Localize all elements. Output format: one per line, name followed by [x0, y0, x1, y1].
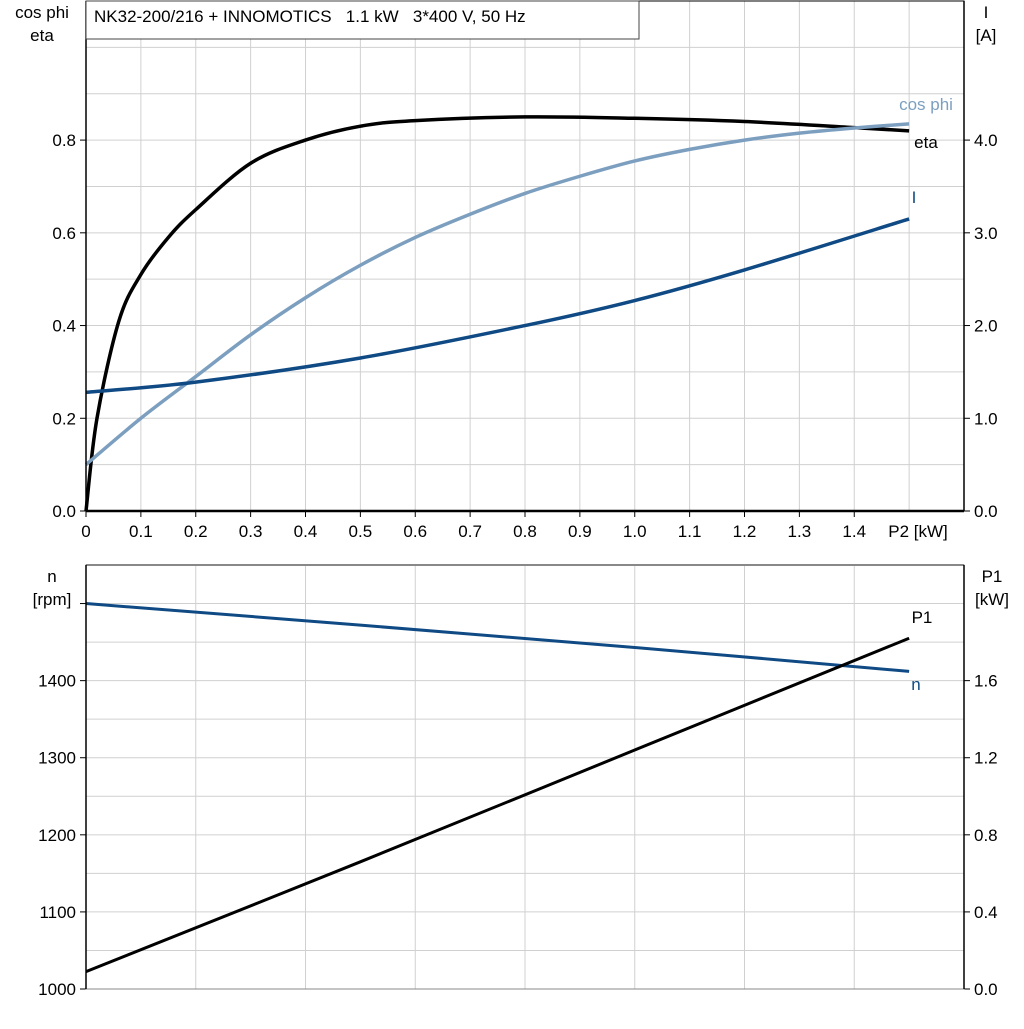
series-line-I — [85, 217, 910, 395]
series-line-cos-phi — [84, 122, 910, 466]
x-axis-label: P2 [kW] — [888, 522, 948, 541]
y-left-tick-label: 0.4 — [52, 317, 76, 336]
y-right-tick-label: 0.0 — [974, 980, 998, 999]
bottom-left-axis-label-1: n — [47, 567, 56, 586]
y-right-tick-label: 2.0 — [974, 317, 998, 336]
x-tick-label: 0.9 — [568, 522, 592, 541]
top-right-axis-label-1: I — [984, 3, 989, 22]
bottom-left-axis-label-2: [rpm] — [33, 590, 72, 609]
y-right-tick-label: 1.2 — [974, 749, 998, 768]
y-left-tick-label: 1400 — [38, 672, 76, 691]
series-line-eta — [84, 115, 910, 512]
x-tick-label: 1.3 — [788, 522, 812, 541]
x-tick-label: 0.7 — [458, 522, 482, 541]
y-left-tick-label: 1300 — [38, 749, 76, 768]
series-lines — [84, 115, 910, 974]
ticks: 0 0.1 0.2 0.3 0.4 0.5 0.6 0.7 0.8 0.9 1.0 1.1 1.2 1.3… — [38, 131, 997, 999]
series-label-P1: P1 — [912, 608, 933, 627]
title-box — [85, 0, 640, 40]
x-tick-label: 1.1 — [678, 522, 702, 541]
y-left-tick-label: 0.6 — [52, 224, 76, 243]
x-tick-label: 0.8 — [513, 522, 537, 541]
series-line-n — [85, 602, 910, 673]
x-tick-label: 0 — [81, 522, 90, 541]
top-right-axis-label-2: [A] — [976, 26, 997, 45]
y-right-tick-label: 0.0 — [974, 502, 998, 521]
series-line-P1 — [85, 636, 910, 974]
x-tick-label: 0.6 — [403, 522, 427, 541]
y-right-tick-label: 1.0 — [974, 409, 998, 428]
x-tick-label: 0.5 — [349, 522, 373, 541]
y-right-tick-label: 3.0 — [974, 224, 998, 243]
y-left-tick-label: 0.8 — [52, 131, 76, 150]
x-tick-label: 0.1 — [129, 522, 153, 541]
y-right-tick-label: 0.8 — [974, 826, 998, 845]
x-tick-label: 0.3 — [239, 522, 263, 541]
y-right-tick-label: 1.6 — [974, 672, 998, 691]
y-right-tick-label: 4.0 — [974, 131, 998, 150]
y-left-tick-label: 0.0 — [52, 502, 76, 521]
x-tick-label: 0.2 — [184, 522, 208, 541]
x-tick-label: 1.0 — [623, 522, 647, 541]
x-tick-label: 1.2 — [733, 522, 757, 541]
y-left-tick-label: 1000 — [38, 980, 76, 999]
y-left-tick-label: 1100 — [39, 903, 76, 922]
series-label-eta: eta — [914, 133, 938, 152]
series-label-cosphi: cos phi — [899, 95, 953, 114]
series-label-I: I — [912, 188, 917, 207]
top-left-axis-label-2: eta — [30, 26, 54, 45]
x-tick-label: 0.4 — [294, 522, 318, 541]
series-label-n: n — [911, 675, 920, 694]
bottom-right-axis-label-2: [kW] — [975, 590, 1009, 609]
y-left-tick-label: 1200 — [38, 826, 76, 845]
y-right-tick-label: 0.4 — [974, 903, 998, 922]
chart-title: NK32-200/216 + INNOMOTICS 1.1 kW 3*400 V… — [94, 7, 526, 26]
top-left-axis-label-1: cos phi — [15, 3, 69, 22]
x-tick-label: 1.4 — [842, 522, 866, 541]
top-grid — [86, 1, 964, 511]
bottom-grid — [86, 565, 964, 989]
bottom-right-axis-label-1: P1 — [982, 567, 1003, 586]
y-left-tick-label: 0.2 — [52, 409, 76, 428]
